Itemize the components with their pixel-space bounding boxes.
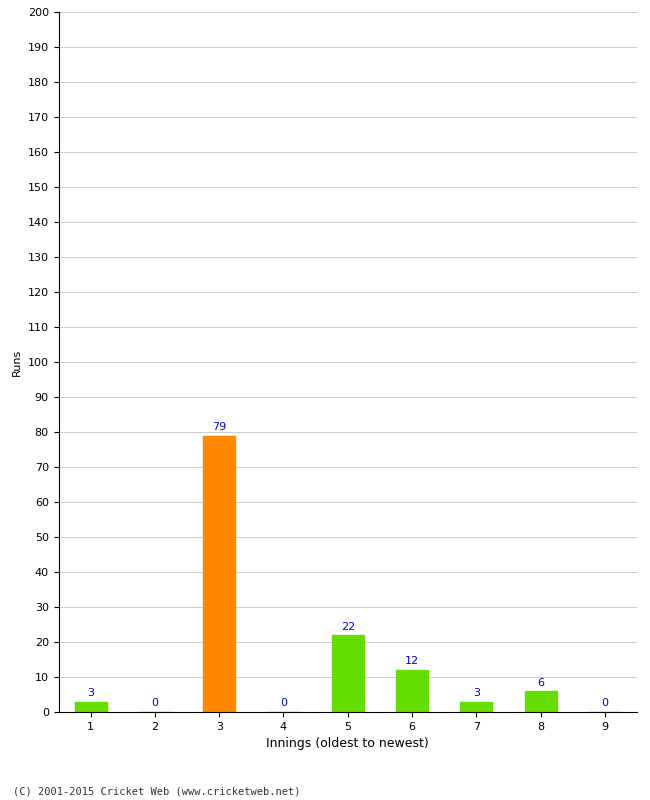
Bar [203,435,235,712]
Text: 3: 3 [87,688,94,698]
Y-axis label: Runs: Runs [12,348,22,376]
Text: 12: 12 [405,657,419,666]
X-axis label: Innings (oldest to newest): Innings (oldest to newest) [266,738,429,750]
Text: 0: 0 [601,698,608,709]
Text: (C) 2001-2015 Cricket Web (www.cricketweb.net): (C) 2001-2015 Cricket Web (www.cricketwe… [13,786,300,796]
Text: 22: 22 [341,622,355,631]
Text: 6: 6 [537,678,544,687]
Text: 3: 3 [473,688,480,698]
Text: 0: 0 [280,698,287,709]
Bar [332,635,364,712]
Bar [525,691,556,712]
Bar [460,702,493,712]
Bar [75,702,107,712]
Bar [396,670,428,712]
Text: 0: 0 [151,698,159,709]
Text: 79: 79 [212,422,226,432]
